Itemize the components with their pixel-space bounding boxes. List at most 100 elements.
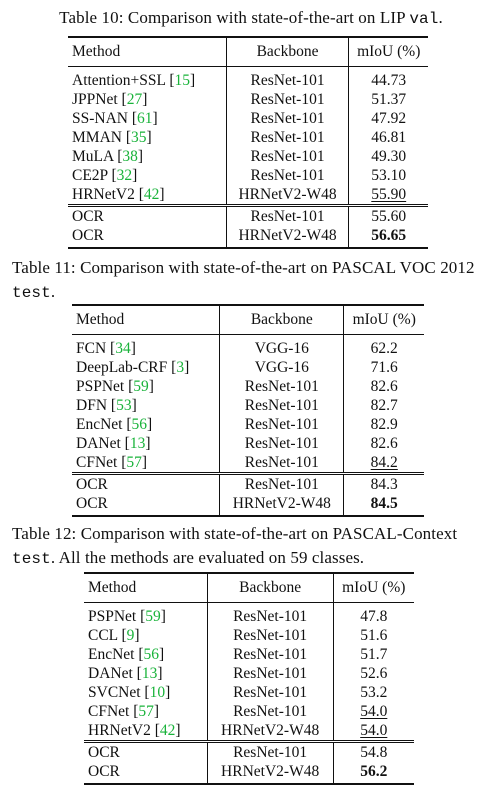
backbone-cell: ResNet-101 <box>206 740 334 762</box>
citation-link[interactable]: 13 <box>141 665 158 682</box>
miou-value: 51.37 <box>371 91 407 108</box>
citation-link[interactable]: 35 <box>131 129 147 146</box>
citation-bracket: ] <box>146 129 152 146</box>
citation-bracket: ] <box>142 91 148 108</box>
citation-link[interactable]: 27 <box>126 91 143 108</box>
backbone-cell: ResNet-101 <box>225 147 349 166</box>
backbone-cell: ResNet-101 <box>219 415 344 434</box>
table-row: DANet [13] ResNet-101 82.6 <box>72 434 424 453</box>
backbone-cell: HRNetV2-W48 <box>219 494 344 517</box>
column-header: Method <box>72 304 220 335</box>
backbone-cell: ResNet-101 <box>206 683 334 702</box>
citation-link[interactable]: 13 <box>129 435 146 452</box>
miou-cell: 71.6 <box>343 358 424 377</box>
table-row: HRNetV2 [42] HRNetV2-W48 54.0 <box>84 721 414 742</box>
citation-bracket: ] <box>159 646 165 663</box>
citation-link[interactable]: 34 <box>115 340 131 357</box>
miou-cell: 82.6 <box>343 377 424 396</box>
citation-link[interactable]: 3 <box>176 359 185 376</box>
citation-bracket: [ <box>125 129 131 146</box>
citation-bracket: ] <box>145 435 151 452</box>
miou-cell: 55.90 <box>348 185 428 206</box>
backbone-cell: ResNet-101 <box>206 602 334 626</box>
citation-bracket: [ <box>171 359 177 376</box>
miou-value: 84.2 <box>370 454 398 471</box>
table-body: PSPNet [59] ResNet-101 47.8 CCL [9] ResNet-1… <box>84 602 414 785</box>
miou-cell: 53.2 <box>332 683 414 702</box>
method-cell: MuLA [38] <box>68 147 226 166</box>
citation-link[interactable]: 32 <box>116 167 133 184</box>
table-row: CE2P [32] ResNet-101 53.10 <box>68 166 428 185</box>
method-name: PSPNet <box>88 608 137 625</box>
method-cell: FCN [34] <box>72 335 220 359</box>
citation-bracket: [ <box>121 627 127 644</box>
citation-link[interactable]: 10 <box>149 684 166 701</box>
method-name: JPPNet <box>72 91 118 108</box>
method-name: DeepLab-CRF <box>76 359 168 376</box>
caption-split-name: test <box>12 284 51 302</box>
citation-link[interactable]: 9 <box>126 627 135 644</box>
method-cell: OCR <box>84 762 208 785</box>
miou-value: 56.65 <box>371 227 407 244</box>
method-name: DFN <box>76 397 108 414</box>
citation-bracket: ] <box>159 186 165 203</box>
miou-value: 82.7 <box>370 397 398 414</box>
citation-link[interactable]: 53 <box>116 397 132 414</box>
method-cell: DANet [13] <box>72 434 220 453</box>
method-cell: HRNetV2 [42] <box>84 721 207 742</box>
method-cell: EncNet [56] <box>84 645 207 664</box>
caption-split-name: test <box>12 550 51 568</box>
method-name: OCR <box>88 763 120 780</box>
citation-link[interactable]: 57 <box>138 703 154 720</box>
backbone-cell: ResNet-101 <box>225 109 349 128</box>
citation-bracket: ] <box>134 627 140 644</box>
citation-bracket: [ <box>131 110 138 127</box>
citation-bracket: [ <box>117 148 123 165</box>
table-row: EncNet [56] ResNet-101 51.7 <box>84 645 414 664</box>
miou-value: 53.10 <box>371 167 407 184</box>
method-name: EncNet <box>76 416 123 433</box>
table-row: OCR ResNet-101 84.3 <box>72 472 424 494</box>
caption-text: Table 12: Comparison with state-of-the-a… <box>12 524 458 543</box>
table-row: OCR HRNetV2-W48 84.5 <box>72 494 424 517</box>
backbone-cell: ResNet-101 <box>206 645 334 664</box>
method-cell: CFNet [57] <box>84 702 207 721</box>
citation-link[interactable]: 42 <box>143 186 160 203</box>
miou-value: 44.73 <box>371 72 407 89</box>
citation-bracket: [ <box>138 186 144 203</box>
miou-value: 49.30 <box>371 148 407 165</box>
caption-split-name: val <box>409 10 439 28</box>
miou-cell: 55.60 <box>348 204 428 226</box>
citation-link[interactable]: 42 <box>159 722 176 739</box>
caption-text: Table 11: Comparison with state-of-the-a… <box>12 258 475 277</box>
method-name: OCR <box>76 476 108 493</box>
table-row: OCR ResNet-101 54.8 <box>84 740 414 762</box>
column-header: Backbone <box>219 304 344 335</box>
miou-cell: 84.5 <box>343 494 424 517</box>
miou-value: 54.8 <box>360 744 388 761</box>
citation-bracket: ] <box>189 72 196 89</box>
table-row: MuLA [38] ResNet-101 49.30 <box>68 147 428 166</box>
backbone-cell: VGG-16 <box>219 334 344 358</box>
backbone-cell: ResNet-101 <box>225 128 349 147</box>
citation-link[interactable]: 57 <box>126 454 142 471</box>
citation-link[interactable]: 59 <box>145 608 161 625</box>
column-header: Backbone <box>225 36 349 67</box>
method-cell: SS-NAN [61] <box>68 109 226 128</box>
citation-link[interactable]: 38 <box>122 148 138 165</box>
citation-bracket: [ <box>121 454 127 471</box>
citation-link[interactable]: 15 <box>174 72 190 89</box>
method-name: CCL <box>88 627 118 644</box>
method-name: SVCNet <box>88 684 141 701</box>
citation-bracket: ] <box>165 684 171 701</box>
table-row: Attention+SSL [15] ResNet-101 44.73 <box>68 66 428 91</box>
citation-link[interactable]: 56 <box>131 416 148 433</box>
citation-link[interactable]: 56 <box>143 646 160 663</box>
citation-bracket: [ <box>121 91 127 108</box>
table-row: OCR HRNetV2-W48 56.2 <box>84 762 414 785</box>
citation-link[interactable]: 59 <box>133 378 149 395</box>
table-body: FCN [34] VGG-16 62.2 DeepLab-CRF [3] VGG-16 7… <box>72 334 424 517</box>
backbone-cell: ResNet-101 <box>219 453 344 474</box>
method-cell: Attention+SSL [15] <box>68 67 226 91</box>
citation-link[interactable]: 61 <box>137 110 153 127</box>
